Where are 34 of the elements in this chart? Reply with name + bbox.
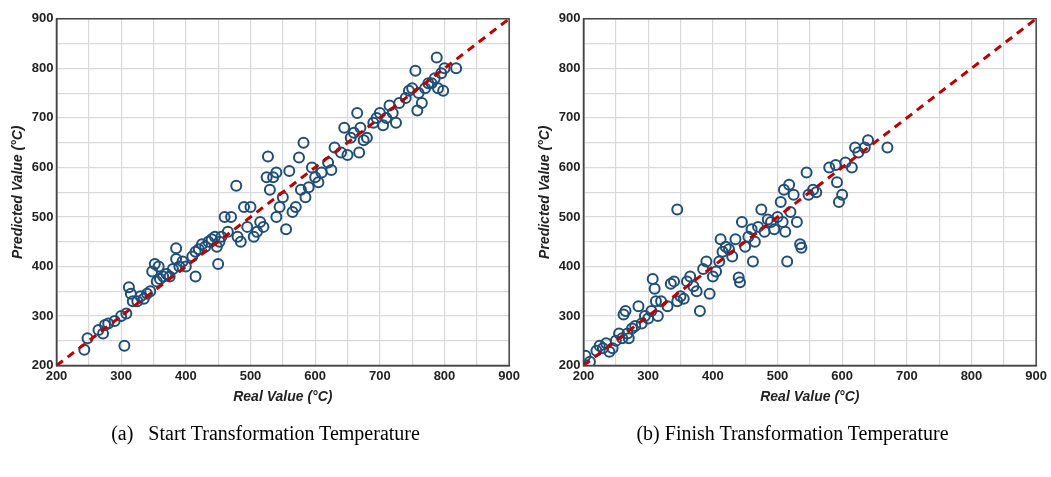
x-tick-label: 300 [637, 367, 660, 383]
y-tick-label: 600 [558, 159, 581, 175]
x-tick-label: 700 [895, 367, 918, 383]
x-tick-label: 600 [304, 367, 327, 383]
text: (a) Start Transformation Temperature [110, 422, 421, 445]
x-tick-label: 800 [433, 367, 456, 383]
y-tick-label: 500 [558, 208, 581, 224]
x-tick-label: 500 [239, 367, 262, 383]
y-tick-label: 700 [558, 109, 581, 125]
x-tick-label: 900 [498, 367, 521, 383]
y-tick-label: 800 [31, 59, 54, 75]
y-tick-label: 400 [31, 258, 54, 274]
x-tick-label: 400 [701, 367, 724, 383]
x-tick-label: 500 [766, 367, 789, 383]
x-tick-label: 600 [831, 367, 854, 383]
x-tick-label: 800 [960, 367, 983, 383]
y-axis-title: Predicted Value (°C) [9, 125, 26, 259]
x-tick-label: 400 [174, 367, 197, 383]
x-axis-title: Real Value (°C) [233, 388, 333, 405]
text: (b) Finish Transformation Temperature [635, 422, 950, 445]
y-axis-title: Predicted Value (°C) [536, 125, 553, 259]
y-tick-label: 800 [558, 59, 581, 75]
y-tick-label: 300 [31, 307, 54, 323]
y-tick-label: 600 [31, 159, 54, 175]
y-tick-label: 400 [558, 258, 581, 274]
y-tick-label: 300 [558, 307, 581, 323]
y-tick-label: 500 [31, 208, 54, 224]
y-tick-label: 900 [31, 10, 54, 26]
x-tick-label: 700 [368, 367, 391, 383]
x-tick-label: 900 [1025, 367, 1048, 383]
x-tick-label: 300 [110, 367, 133, 383]
y-tick-label: 900 [558, 10, 581, 26]
y-tick-label: 700 [31, 109, 54, 125]
x-axis-title: Real Value (°C) [760, 388, 860, 405]
